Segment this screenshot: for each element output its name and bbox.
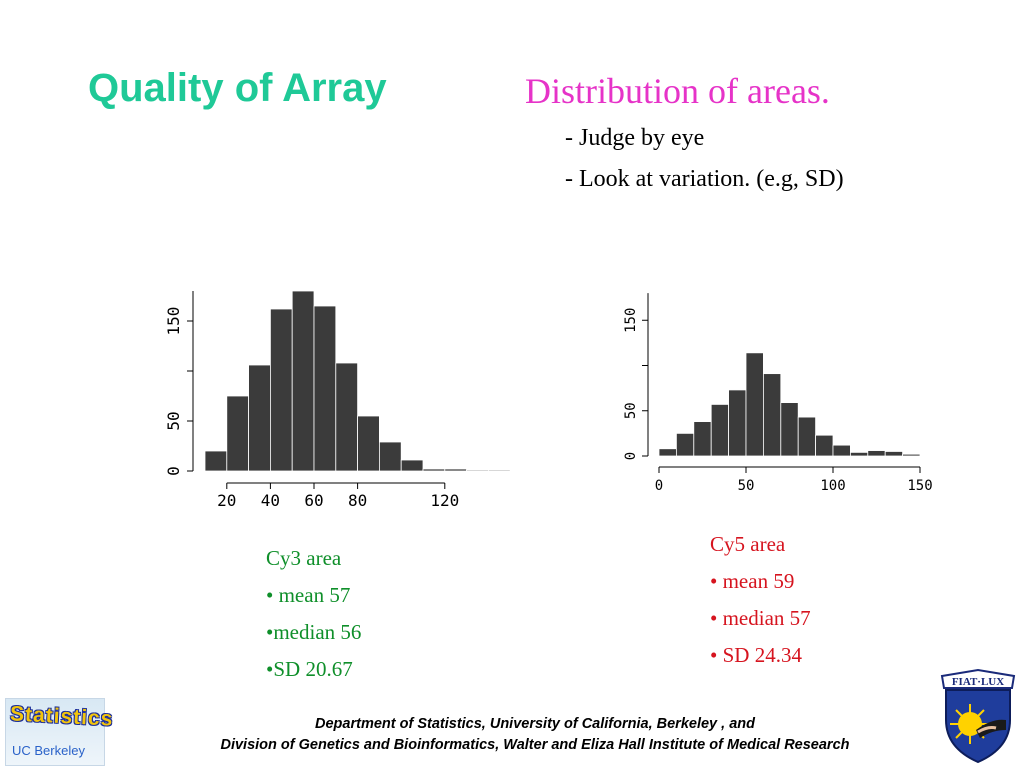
cy3-bar [400,459,424,472]
cy5-x-tick-label: 0 [655,478,663,494]
cy5-bar [849,451,869,457]
cy5-bar [867,450,886,457]
cy3-bar [204,450,228,472]
cy3-bar [422,468,446,472]
cy3-bar [444,468,467,472]
cy3-bar [357,415,380,472]
footer-line-1: Department of Statistics, University of … [315,716,755,732]
cy5-x-tick-label: 150 [907,478,932,494]
cy5-bar [815,434,834,457]
cy5-bar [797,416,816,457]
slide-subtitle: Distribution of areas. [525,71,830,111]
cy5-stats: Cy5 area • mean 59 • median 57 • SD 24.3… [710,526,811,674]
footer-line-2: Division of Genetics and Bioinformatics,… [220,737,850,753]
cy5-y-tick-label: 50 [623,402,639,419]
cy3-bar [466,469,489,472]
cy5-median: • median 57 [710,606,811,630]
cy3-bar [291,290,315,472]
cy5-bar [780,402,799,457]
cy3-x-tick-label: 20 [217,491,236,510]
cy3-median: •median 56 [266,620,362,644]
slide-title: Quality of Array [88,66,387,110]
cy3-y-tick-label: 50 [164,411,183,430]
bullet-look-at-variation: - Look at variation. (e.g, SD) [565,166,844,192]
cy3-bar [378,441,402,472]
cy3-x-tick-label: 120 [430,491,459,510]
statistics-logo: Statistics UC Berkeley [5,698,114,766]
cy3-bar [313,305,337,472]
cy5-sd: • SD 24.34 [710,643,802,667]
cy5-x-tick-label: 100 [820,478,845,494]
cy5-bar [902,453,921,457]
statistics-logo-sub: UC Berkeley [12,743,85,758]
cy5-mean: • mean 59 [710,569,795,593]
cy3-bar [487,469,511,472]
fiat-lux-seal-icon: FIAT·LUX [940,668,1016,764]
cy3-stats-title: Cy3 area [266,546,342,570]
cy5-bar [658,448,677,457]
cy3-bar [248,364,271,472]
cy3-y-tick-label: 150 [164,307,183,336]
cy3-mean: • mean 57 [266,583,351,607]
cy5-histogram: 0 50 100 150 0 50 150 [623,293,933,494]
cy3-bar [270,308,293,472]
cy3-y-tick-label: 0 [164,466,183,476]
cy5-bar [693,421,712,457]
fiat-lux-motto: FIAT·LUX [952,676,1004,688]
cy3-sd: •SD 20.67 [266,657,353,681]
bullet-judge-by-eye: - Judge by eye [565,125,705,151]
cy3-stats: Cy3 area • mean 57 •median 56 •SD 20.67 [266,540,361,688]
cy5-bar [728,389,747,457]
cy3-x-tick-label: 60 [304,491,323,510]
cy3-bar [335,362,359,472]
cy5-y-tick-label: 0 [623,452,639,460]
cy5-bar [676,432,695,457]
cy3-x-tick-label: 80 [348,491,367,510]
cy5-bar [884,451,904,457]
cy5-bar [762,373,782,457]
cy5-x-tick-label: 50 [738,478,755,494]
statistics-logo-word: Statistics [9,702,114,731]
cy5-bar [745,352,764,457]
cy5-bar [832,444,851,457]
cy3-bar [226,395,250,472]
cy5-bar [710,404,729,457]
cy5-y-tick-label: 150 [623,308,639,333]
cy5-stats-title: Cy5 area [710,532,786,556]
cy3-histogram: 20 40 60 80 120 0 50 150 [164,290,511,510]
cy3-x-tick-label: 40 [261,491,280,510]
